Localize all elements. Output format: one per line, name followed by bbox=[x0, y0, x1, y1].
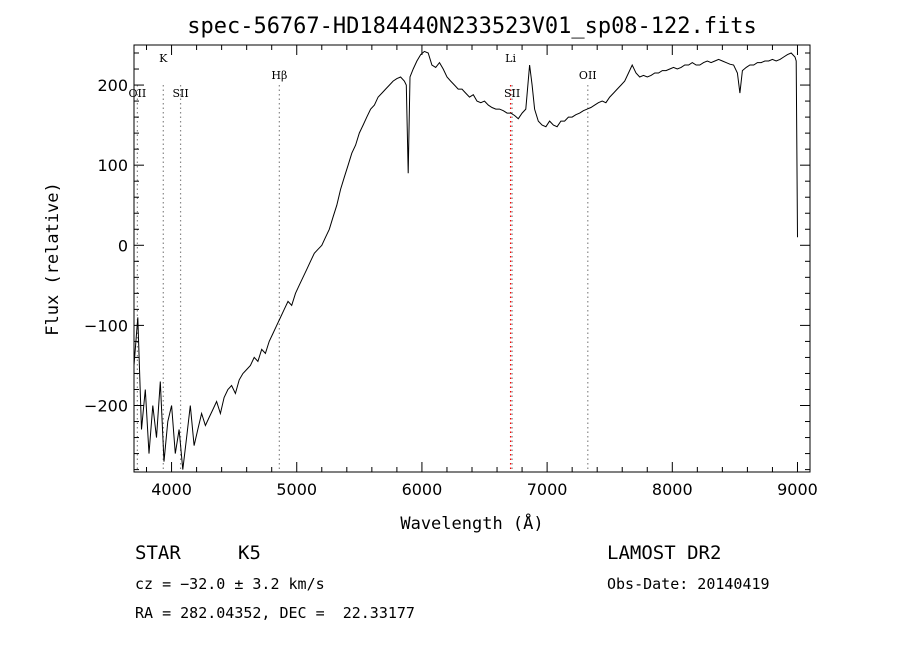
x-tick-label: 7000 bbox=[527, 480, 568, 499]
line-marker-label: OII bbox=[129, 87, 147, 100]
y-tick-label: 100 bbox=[97, 156, 128, 175]
x-axis-label: Wavelength (Å) bbox=[400, 512, 543, 534]
x-tick-label: 6000 bbox=[402, 480, 443, 499]
line-marker-label: Li bbox=[505, 52, 516, 65]
redshift-readout: cz = −32.0 ± 3.2 km/s bbox=[135, 575, 325, 593]
object-subclass: K5 bbox=[238, 542, 261, 564]
x-tick-label: 4000 bbox=[151, 480, 192, 499]
spectral-line-markers: K OII SII Hβ Li SII OII bbox=[129, 52, 597, 472]
axes bbox=[133, 44, 811, 473]
coordinates-readout: RA = 282.04352, DEC = 22.33177 bbox=[135, 604, 415, 622]
line-marker-label: K bbox=[159, 52, 168, 65]
x-tick-label: 5000 bbox=[276, 480, 317, 499]
y-tick-label: −100 bbox=[84, 316, 128, 335]
y-tick-label: 200 bbox=[97, 76, 128, 95]
line-marker-label: SII bbox=[172, 87, 188, 100]
line-marker-label: Hβ bbox=[271, 69, 287, 82]
spectrum-series bbox=[134, 50, 798, 470]
survey-name: LAMOST DR2 bbox=[607, 542, 722, 564]
plot-frame bbox=[133, 44, 811, 473]
x-tick-label: 8000 bbox=[652, 480, 693, 499]
line-marker-label: SII bbox=[504, 87, 520, 100]
ticks: 4000 5000 6000 7000 8000 9000 −200 −100 0 100 200 bbox=[84, 45, 818, 499]
line-marker-label: OII bbox=[579, 69, 597, 82]
object-class: STAR bbox=[135, 542, 181, 564]
chart-title: spec-56767-HD184440N233523V01_sp08-122.f… bbox=[187, 14, 757, 39]
observation-date: Obs-Date: 20140419 bbox=[607, 575, 770, 593]
y-axis-label: Flux (relative) bbox=[43, 182, 63, 336]
y-tick-label: 0 bbox=[118, 236, 128, 255]
spectrum-line bbox=[134, 50, 798, 470]
y-tick-label: −200 bbox=[84, 397, 128, 416]
x-tick-label: 9000 bbox=[777, 480, 818, 499]
